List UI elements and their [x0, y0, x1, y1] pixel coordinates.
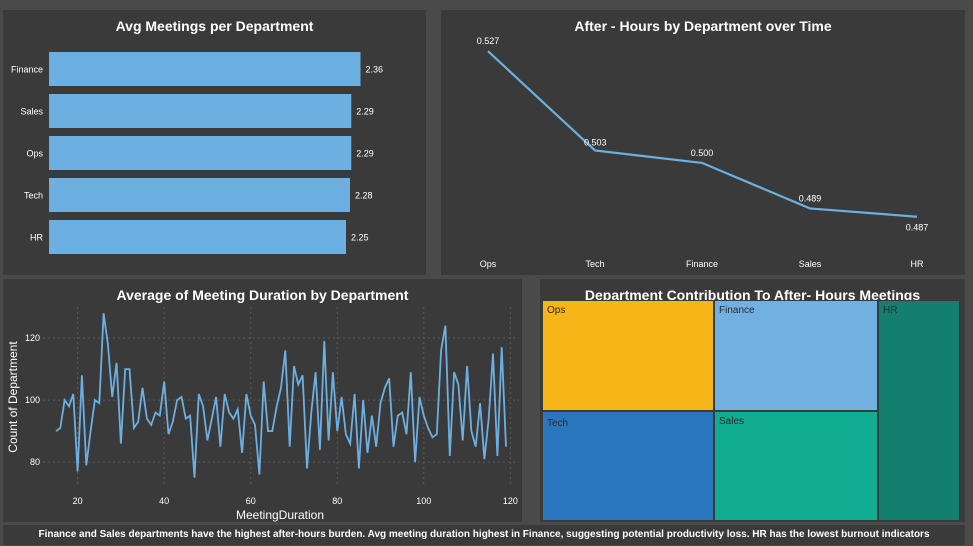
treemap-panel: Department Contribution To After- Hours … — [540, 279, 965, 522]
bar-label-ops: Ops — [26, 149, 43, 159]
bar-value-hr: 2.25 — [351, 233, 369, 243]
bar-sales — [49, 94, 352, 128]
line-chart-title: After - Hours by Department over Time — [574, 18, 832, 34]
duration-series-line — [55, 313, 507, 478]
bar-label-hr: HR — [30, 233, 43, 243]
duration-xtick-20: 20 — [73, 496, 83, 506]
treemap-label-tech: Tech — [547, 418, 569, 429]
duration-ytick-120: 120 — [25, 333, 40, 343]
bar-tech — [49, 178, 350, 212]
duration-chart: 20 40 60 80 100 120 80 100 120 MeetingDuration Cou… — [6, 307, 519, 522]
duration-ylabel: Count of Department — [6, 341, 20, 453]
line-xtick-hr: HR — [911, 259, 924, 269]
duration-chart-title: Average of Meeting Duration by Departmen… — [116, 287, 409, 303]
duration-xtick-40: 40 — [159, 496, 169, 506]
duration-xtick-60: 60 — [246, 496, 256, 506]
duration-ytick-80: 80 — [30, 457, 40, 467]
duration-xtick-120: 120 — [503, 496, 518, 506]
line-point-label-finance: 0.500 — [691, 148, 714, 158]
bar-chart: Finance 2.36 Sales 2.29 Ops 2.29 Tech 2.28 HR 2.2… — [11, 52, 384, 254]
treemap-label-finance: Finance — [719, 305, 755, 316]
bar-value-finance: 2.36 — [366, 65, 384, 75]
bar-label-tech: Tech — [24, 191, 43, 201]
duration-xlabel: MeetingDuration — [236, 508, 324, 522]
bar-value-tech: 2.28 — [355, 191, 373, 201]
line-point-label-sales: 0.489 — [799, 193, 822, 203]
line-point-label-ops: 0.527 — [477, 36, 500, 46]
bar-chart-title: Avg Meetings per Department — [115, 18, 314, 34]
bar-value-ops: 2.29 — [356, 149, 374, 159]
treemap-cell-finance[interactable]: Finance — [714, 300, 878, 411]
bar-hr — [49, 220, 346, 254]
line-xtick-tech: Tech — [585, 259, 604, 269]
line-xtick-finance: Finance — [686, 259, 718, 269]
duration-xtick-80: 80 — [332, 496, 342, 506]
duration-xtick-100: 100 — [416, 496, 431, 506]
treemap-cell-sales[interactable]: Sales — [714, 411, 878, 521]
line-point-label-hr: 0.487 — [906, 223, 929, 233]
bar-value-sales: 2.29 — [356, 107, 374, 117]
line-xtick-sales: Sales — [799, 259, 822, 269]
line-chart-panel: After - Hours by Department over Time Op… — [441, 10, 965, 275]
treemap-label-hr: HR — [883, 305, 898, 316]
treemap-label-ops: Ops — [547, 305, 566, 316]
treemap: Ops Finance HR Tech Sales — [542, 300, 960, 521]
line-chart: Ops 0.527 Tech 0.503 Finance 0.500 Sales 0.489 H… — [477, 36, 929, 269]
duration-chart-panel: Average of Meeting Duration by Departmen… — [3, 279, 522, 522]
line-xtick-ops: Ops — [480, 259, 497, 269]
treemap-cell-tech[interactable]: Tech — [542, 411, 714, 521]
treemap-label-sales: Sales — [719, 416, 745, 427]
bar-finance — [49, 52, 361, 86]
line-point-label-tech: 0.503 — [584, 137, 607, 147]
bar-label-finance: Finance — [11, 65, 43, 75]
bar-chart-panel: Avg Meetings per Department Finance 2.36 S… — [3, 10, 426, 275]
treemap-cell-hr[interactable]: HR — [878, 300, 960, 521]
insight-footer: Finance and Sales departments have the h… — [3, 525, 965, 545]
after-hours-line — [487, 50, 918, 218]
treemap-cell-ops[interactable]: Ops — [542, 300, 714, 411]
bar-label-sales: Sales — [20, 107, 43, 117]
duration-ytick-100: 100 — [25, 395, 40, 405]
bar-ops — [49, 136, 352, 170]
treemap-title: Department Contribution To After- Hours … — [584, 287, 921, 303]
